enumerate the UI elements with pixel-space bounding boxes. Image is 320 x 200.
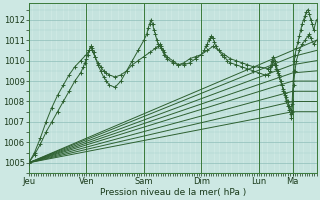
X-axis label: Pression niveau de la mer( hPa ): Pression niveau de la mer( hPa ) xyxy=(100,188,246,197)
